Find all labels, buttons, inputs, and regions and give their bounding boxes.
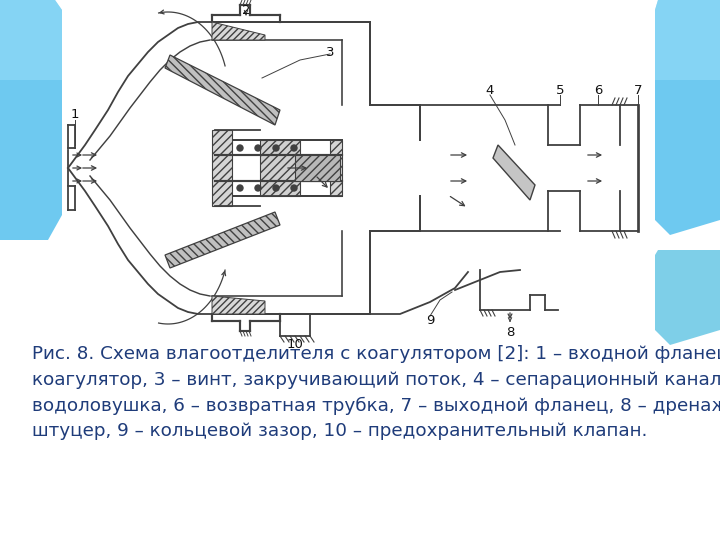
Text: 6: 6 [594,84,602,97]
Circle shape [255,145,261,151]
Circle shape [273,185,279,191]
Polygon shape [212,296,265,314]
Circle shape [291,145,297,151]
Text: 8: 8 [506,326,514,339]
Circle shape [273,145,279,151]
Polygon shape [295,155,340,181]
Text: 10: 10 [287,339,303,352]
Polygon shape [165,55,280,125]
Polygon shape [0,0,62,80]
Circle shape [291,185,297,191]
Text: 1: 1 [71,109,79,122]
Polygon shape [212,130,232,206]
Text: 9: 9 [426,314,434,327]
Polygon shape [260,140,300,196]
Text: 3: 3 [325,45,334,58]
Polygon shape [655,0,720,235]
Text: Рис. 8. Схема влагоотделителя с коагулятором [2]: 1 – входной фланец, 2 –
коагул: Рис. 8. Схема влагоотделителя с коагулят… [32,345,720,441]
Circle shape [237,185,243,191]
Circle shape [255,185,261,191]
Text: 7: 7 [634,84,642,97]
Polygon shape [212,22,265,40]
Text: 5: 5 [556,84,564,97]
Text: 2: 2 [242,3,251,17]
Polygon shape [493,145,535,200]
Polygon shape [0,0,62,240]
Polygon shape [165,212,280,268]
Polygon shape [330,140,342,196]
Circle shape [237,145,243,151]
Polygon shape [655,0,720,80]
Polygon shape [655,250,720,345]
Text: 4: 4 [486,84,494,97]
